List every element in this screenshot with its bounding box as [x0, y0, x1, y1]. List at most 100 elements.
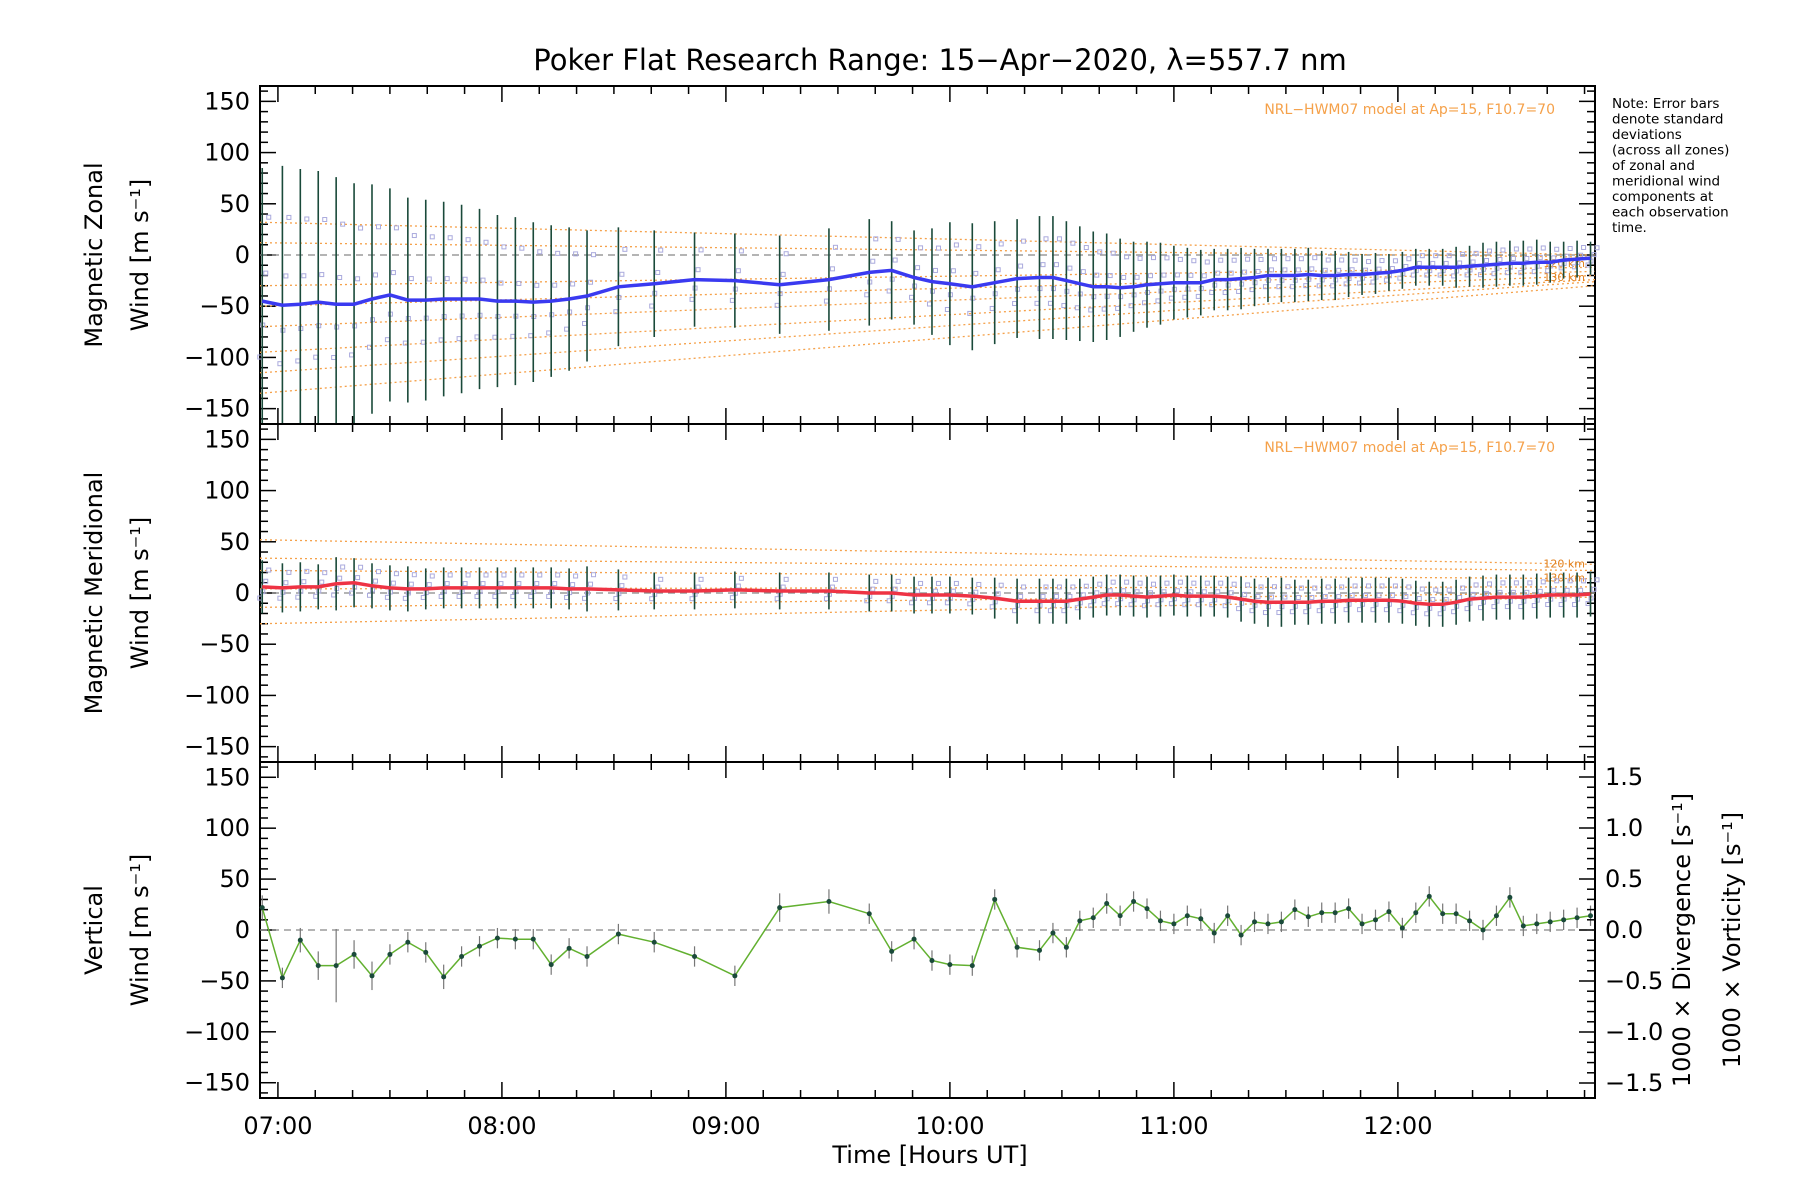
zone-point [1228, 270, 1234, 276]
zone-point [1419, 586, 1425, 592]
zone-point [1258, 584, 1264, 590]
zone-point [1094, 590, 1100, 596]
zone-point [689, 596, 695, 602]
zone-point [1383, 277, 1389, 283]
series-line [261, 256, 1591, 307]
zone-point [1164, 580, 1170, 586]
zone-point [915, 265, 921, 271]
zone-point [1572, 602, 1578, 608]
zone-point [402, 595, 408, 601]
zone-point [1061, 303, 1067, 309]
zone-point [393, 225, 399, 231]
y2-tick-label: −1.0 [1605, 1018, 1663, 1046]
zone-point [829, 266, 835, 272]
zone-point [1040, 593, 1046, 599]
data-point [1278, 919, 1284, 925]
zone-point [1339, 584, 1345, 590]
zone-point [892, 257, 898, 263]
zone-point [375, 569, 381, 575]
zone-point [573, 573, 579, 579]
zone-point [319, 579, 325, 585]
zone-point [1298, 585, 1304, 591]
zone-point [1245, 256, 1251, 262]
zone-point [873, 578, 879, 584]
data-point [1238, 932, 1244, 938]
zone-point [1231, 581, 1237, 587]
zone-point [263, 270, 269, 276]
data-point [1534, 921, 1540, 927]
zone-point [564, 326, 570, 332]
y2-tick-label: −1.5 [1605, 1069, 1663, 1097]
y-axis-label-units: Wind [m s⁻¹] [126, 854, 154, 1006]
data-point [494, 935, 500, 941]
vertical-wind-panel: −150 −100 −50 0 50 100 150 Vertical Wind [m s⁻¹]… [80, 761, 1746, 1140]
zone-point [1500, 247, 1506, 253]
zone-point [1419, 253, 1425, 259]
zone-point [390, 580, 396, 586]
y-tick-label: 150 [204, 763, 250, 791]
zone-point [1416, 260, 1422, 266]
zone-point [1282, 267, 1288, 273]
data-point [1332, 910, 1338, 916]
zone-point [1074, 305, 1080, 311]
zone-point [516, 581, 522, 587]
zone-point [1594, 245, 1600, 251]
data-point [441, 974, 447, 980]
zone-point [1366, 583, 1372, 589]
zone-point [1097, 581, 1103, 587]
zone-point [1366, 259, 1372, 265]
model-curve [259, 270, 1596, 307]
zone-point [698, 247, 704, 253]
zone-point [393, 571, 399, 577]
zone-point [1349, 267, 1355, 273]
zone-point [537, 572, 543, 578]
zone-point [1271, 584, 1277, 590]
zone-point [552, 282, 558, 288]
zone-point [1554, 246, 1560, 252]
zone-point [390, 270, 396, 276]
zone-point [283, 580, 289, 586]
zone-point [337, 274, 343, 280]
zone-point [655, 269, 661, 275]
zone-point [1191, 258, 1197, 264]
zone-point [1484, 590, 1490, 596]
zone-point [1053, 262, 1059, 268]
zone-point [1155, 298, 1161, 304]
zone-point [408, 276, 414, 282]
data-point [1184, 913, 1190, 919]
zone-point [438, 593, 444, 599]
zone-point [266, 567, 272, 573]
zone-point [823, 298, 829, 304]
data-point [1292, 907, 1298, 913]
data-point [584, 953, 590, 959]
zone-point [895, 578, 901, 584]
zone-point [1236, 606, 1242, 612]
zone-point [474, 593, 480, 599]
zone-point [1043, 236, 1049, 242]
x-tick-label: 09:00 [691, 1112, 760, 1140]
zone-point [492, 334, 498, 340]
zone-point [1564, 587, 1570, 593]
zone-point [444, 276, 450, 282]
zone-point [1433, 587, 1439, 593]
zone-point [1524, 255, 1530, 261]
y2-tick-label: 1.0 [1605, 814, 1643, 842]
data-point [615, 931, 621, 937]
meridional-wind-panel: −150 −100 −50 0 50 100 150 Magnetic Meridional W… [80, 423, 1600, 763]
zone-point [591, 572, 597, 578]
zone-point [1222, 289, 1228, 295]
zone-point [1137, 580, 1143, 586]
zone-point [1067, 593, 1073, 599]
zone-point [1470, 591, 1476, 597]
zone-point [1204, 580, 1210, 586]
zone-point [1262, 610, 1268, 616]
zone-point [1430, 597, 1436, 603]
zone-point [729, 595, 735, 601]
zone-point [456, 336, 462, 342]
y-tick-label: 0 [235, 241, 250, 269]
zone-point [1201, 273, 1207, 279]
zone-point [735, 268, 741, 274]
y-tick-label: 100 [204, 139, 250, 167]
zone-point [932, 267, 938, 273]
zone-point [1231, 257, 1237, 263]
